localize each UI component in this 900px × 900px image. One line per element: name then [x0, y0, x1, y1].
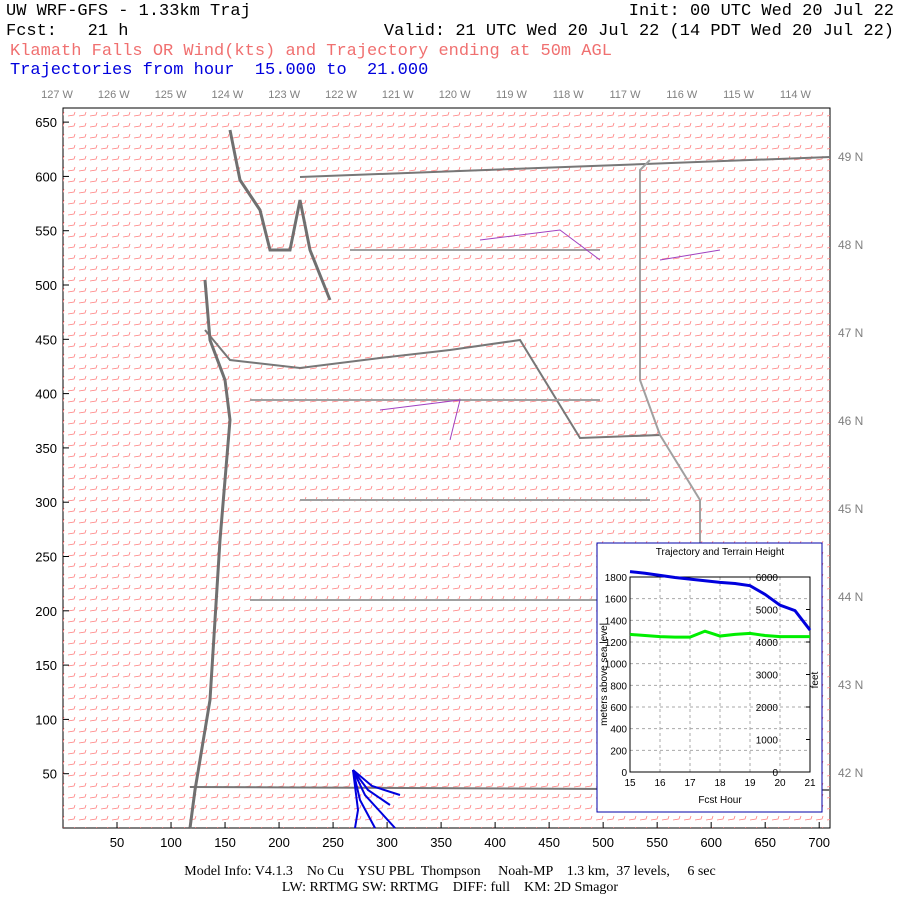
y2-axis-label: feet [810, 671, 821, 688]
longitude-label: 122 W [325, 89, 357, 101]
y2-tick-label: 6000 [756, 573, 779, 584]
longitude-label: 121 W [382, 89, 414, 101]
y-tick-label: 450 [35, 332, 57, 347]
y2-tick-label: 1000 [756, 736, 779, 747]
subtitle: Klamath Falls OR Wind(kts) and Trajector… [10, 42, 612, 61]
longitude-label: 116 W [666, 89, 698, 101]
y-tick-label: 50 [43, 767, 57, 782]
x-tick-label: 15 [624, 778, 636, 789]
x-tick-label: 450 [538, 835, 560, 850]
trajectories [352, 769, 401, 829]
x-tick-label: 17 [684, 778, 696, 789]
title: UW WRF-GFS - 1.33km Traj [6, 2, 251, 21]
latitude-label: 43 N [838, 678, 863, 692]
y2-tick-label: 0 [772, 768, 778, 779]
x-tick-label: 650 [754, 835, 776, 850]
latitude-label: 46 N [838, 414, 863, 428]
plot-frame [629, 576, 811, 773]
y2-tick-label: 3000 [756, 671, 779, 682]
y-tick-label: 1800 [605, 573, 628, 584]
y-tick-label: 350 [35, 441, 57, 456]
x-tick-label: 250 [322, 835, 344, 850]
y-tick-label: 1400 [605, 616, 628, 627]
y-tick-label: 1000 [605, 660, 628, 671]
valid-time: Valid: 21 UTC Wed 20 Jul 22 (14 PDT Wed … [383, 22, 894, 41]
y-tick-label: 650 [35, 115, 57, 130]
y2-tick-label: 5000 [756, 606, 779, 617]
x-tick-label: 100 [160, 835, 182, 850]
y-tick-label: 100 [35, 712, 57, 727]
x-tick-label: 16 [654, 778, 666, 789]
x-tick-label: 200 [268, 835, 290, 850]
longitude-label: 125 W [155, 89, 187, 101]
latitude-label: 44 N [838, 590, 863, 604]
x-tick-label: 500 [592, 835, 614, 850]
forecast-hour: Fcst: 21 h [6, 22, 129, 41]
y-tick-label: 1600 [605, 595, 628, 606]
model-info: Model Info: V4.1.3 No Cu YSU PBL Thompso… [184, 864, 716, 879]
latitude-label: 48 N [838, 238, 863, 252]
latitude-label: 47 N [838, 326, 863, 340]
y-tick-label: 400 [35, 387, 57, 402]
series-line [629, 629, 810, 639]
latitude-label: 45 N [838, 502, 863, 516]
longitude-label: 115 W [723, 89, 755, 101]
longitude-label: 118 W [553, 89, 585, 101]
y-axis-label: meters above sea level [599, 623, 610, 726]
y-tick-label: 200 [610, 746, 627, 757]
longitude-label: 117 W [610, 89, 642, 101]
x-tick-label: 19 [744, 778, 756, 789]
trajectory-hours: Trajectories from hour 15.000 to 21.000 [10, 61, 429, 80]
y-tick-label: 250 [35, 550, 57, 565]
longitude-label: 124 W [212, 89, 244, 101]
y2-tick-label: 2000 [756, 703, 779, 714]
y-tick-label: 600 [610, 703, 627, 714]
longitude-label: 119 W [496, 89, 528, 101]
x-tick-label: 400 [484, 835, 506, 850]
y2-tick-label: 4000 [756, 638, 779, 649]
y-tick-label: 400 [610, 725, 627, 736]
x-tick-label: 550 [646, 835, 668, 850]
inset-frame [596, 542, 823, 813]
x-tick-label: 18 [714, 778, 726, 789]
y-tick-label: 1200 [605, 638, 628, 649]
longitude-label: 120 W [439, 89, 471, 101]
county-lines [379, 229, 721, 441]
y-tick-label: 800 [610, 681, 627, 692]
map: 50 100 150 200 250 300 350 400 450 500 550 600 650 70… [35, 89, 863, 850]
longitude-label: 127 W [41, 89, 73, 101]
x-tick-label: 300 [376, 835, 398, 850]
x-tick-label: 21 [804, 778, 816, 789]
coastline [188, 129, 332, 829]
model-physics: LW: RRTMG SW: RRTMG DIFF: full KM: 2D Sm… [281, 880, 619, 895]
y-tick-label: 550 [35, 224, 57, 239]
y-tick-label: 0 [621, 768, 627, 779]
x-tick-label: 20 [774, 778, 786, 789]
init-time: Init: 00 UTC Wed 20 Jul 22 [628, 2, 894, 21]
y-tick-label: 200 [35, 604, 57, 619]
y-tick-label: 150 [35, 658, 57, 673]
x-tick-label: 700 [808, 835, 830, 850]
latitude-label: 42 N [838, 766, 863, 780]
inset-title: Trajectory and Terrain Height [656, 547, 785, 558]
x-tick-label: 350 [430, 835, 452, 850]
x-axis-label: Fcst Hour [698, 795, 742, 806]
latitude-label: 49 N [838, 150, 863, 164]
y-tick-label: 300 [35, 495, 57, 510]
longitude-label: 123 W [268, 89, 300, 101]
y-tick-label: 600 [35, 169, 57, 184]
x-tick-label: 150 [214, 835, 236, 850]
y-tick-label: 500 [35, 278, 57, 293]
longitude-label: 114 W [780, 89, 812, 101]
x-tick-label: 50 [110, 835, 124, 850]
longitude-label: 126 W [98, 89, 130, 101]
x-tick-label: 600 [700, 835, 722, 850]
series-line [629, 570, 812, 631]
